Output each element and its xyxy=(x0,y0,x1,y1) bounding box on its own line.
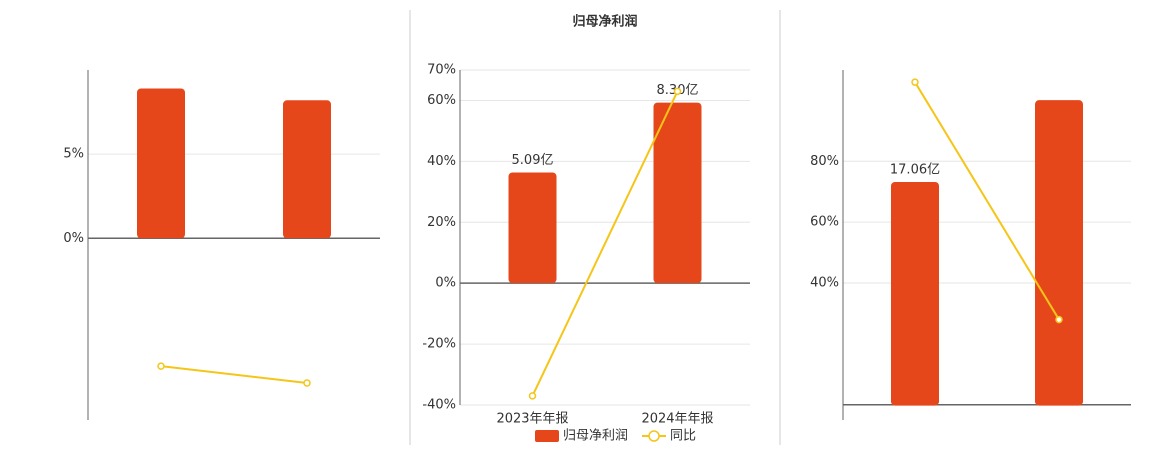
legend-swatch xyxy=(535,430,559,442)
value-label: 5.09亿 xyxy=(512,153,554,168)
bar xyxy=(1035,100,1083,406)
y-tick-label: 60% xyxy=(427,93,456,108)
point xyxy=(303,379,311,387)
y-tick-label: 70% xyxy=(427,63,456,78)
bar xyxy=(137,88,185,239)
point xyxy=(1055,315,1063,324)
x-tick-label: 2023年年报 xyxy=(496,412,568,427)
x-tick-label: 2024年年报 xyxy=(641,412,713,427)
bar xyxy=(653,102,702,284)
chart-title: 归母净利润 xyxy=(572,14,637,30)
legend-label: 同比 xyxy=(670,429,696,444)
y-tick-label: 40% xyxy=(810,276,839,291)
y-tick-label: 60% xyxy=(810,215,839,230)
y-tick-label: -40% xyxy=(422,398,456,413)
bar xyxy=(891,181,939,406)
point xyxy=(673,87,682,96)
point xyxy=(528,392,537,400)
legend-swatch xyxy=(648,430,660,442)
legend-label: 归母净利润 xyxy=(563,429,628,444)
y-tick-label: 5% xyxy=(63,147,84,162)
y-tick-label: 0% xyxy=(63,231,84,246)
y-tick-label: 80% xyxy=(810,154,839,169)
y-tick-label: 0% xyxy=(435,276,456,291)
point xyxy=(911,78,919,86)
bar xyxy=(283,100,331,239)
y-tick-label: 40% xyxy=(427,154,456,169)
value-label: 17.06亿 xyxy=(890,162,940,177)
point xyxy=(157,362,165,370)
y-tick-label: -20% xyxy=(422,337,456,352)
y-tick-label: 20% xyxy=(427,215,456,230)
line xyxy=(160,365,308,384)
line xyxy=(914,81,1060,321)
line xyxy=(531,90,679,397)
bar xyxy=(508,172,557,284)
